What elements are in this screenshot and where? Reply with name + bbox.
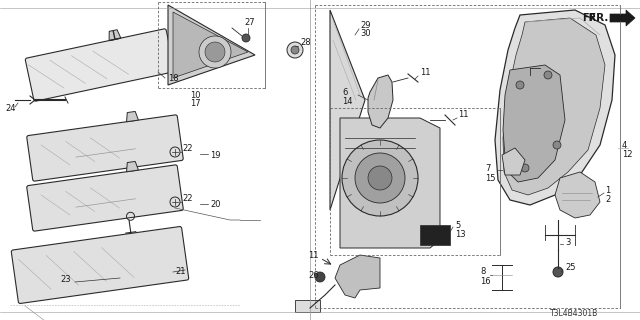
Text: 11: 11 (420, 68, 431, 76)
Polygon shape (127, 111, 138, 122)
Text: 17: 17 (190, 99, 200, 108)
Circle shape (205, 42, 225, 62)
FancyBboxPatch shape (27, 115, 183, 181)
Polygon shape (168, 5, 255, 85)
Circle shape (291, 46, 299, 54)
Circle shape (315, 272, 325, 282)
Text: 1: 1 (605, 186, 611, 195)
Text: 19: 19 (210, 150, 221, 159)
Text: 28: 28 (300, 37, 310, 46)
Polygon shape (555, 172, 600, 218)
Text: 5: 5 (455, 220, 460, 229)
Text: 23: 23 (60, 276, 70, 284)
Text: 10: 10 (190, 91, 200, 100)
Text: T3L4B4301B: T3L4B4301B (550, 308, 598, 317)
Text: 29: 29 (360, 20, 371, 29)
Text: 24: 24 (5, 103, 15, 113)
FancyBboxPatch shape (26, 29, 175, 101)
Text: 8: 8 (480, 268, 485, 276)
Text: 22: 22 (182, 194, 193, 203)
Polygon shape (127, 162, 138, 172)
Polygon shape (503, 65, 565, 182)
Text: 11: 11 (308, 251, 319, 260)
Circle shape (199, 36, 231, 68)
Text: 26: 26 (308, 271, 319, 281)
Text: 3: 3 (565, 237, 570, 246)
Circle shape (342, 140, 418, 216)
Text: 16: 16 (480, 276, 491, 285)
Text: 21: 21 (175, 268, 186, 276)
Circle shape (544, 71, 552, 79)
Polygon shape (173, 12, 248, 78)
Polygon shape (330, 10, 365, 210)
Polygon shape (368, 75, 393, 128)
Text: 30: 30 (360, 28, 371, 37)
Text: 27: 27 (244, 18, 255, 27)
Polygon shape (610, 10, 635, 26)
Bar (295, 300, 320, 312)
Text: 22: 22 (182, 143, 193, 153)
Text: 11: 11 (458, 109, 468, 118)
Polygon shape (335, 255, 380, 298)
Polygon shape (109, 30, 121, 41)
Text: 13: 13 (455, 229, 466, 238)
Text: 15: 15 (485, 173, 495, 182)
Polygon shape (495, 10, 615, 205)
Text: 14: 14 (342, 97, 353, 106)
Circle shape (521, 164, 529, 172)
Circle shape (553, 141, 561, 149)
Text: 7: 7 (485, 164, 490, 172)
Text: 20: 20 (210, 199, 221, 209)
Polygon shape (502, 148, 525, 175)
Circle shape (368, 166, 392, 190)
Text: 6: 6 (342, 87, 348, 97)
Text: FR.: FR. (582, 13, 600, 23)
Text: 2: 2 (605, 195, 611, 204)
Circle shape (355, 153, 405, 203)
Text: 18: 18 (168, 74, 179, 83)
Text: 25: 25 (565, 263, 575, 273)
Circle shape (553, 267, 563, 277)
Circle shape (516, 81, 524, 89)
Circle shape (287, 42, 303, 58)
FancyBboxPatch shape (12, 227, 189, 303)
Text: 12: 12 (622, 149, 632, 158)
Text: FR.: FR. (589, 13, 608, 23)
Polygon shape (503, 18, 605, 195)
Text: 4: 4 (622, 140, 627, 149)
Polygon shape (420, 225, 450, 245)
FancyBboxPatch shape (27, 165, 183, 231)
Circle shape (242, 34, 250, 42)
Polygon shape (340, 118, 440, 248)
